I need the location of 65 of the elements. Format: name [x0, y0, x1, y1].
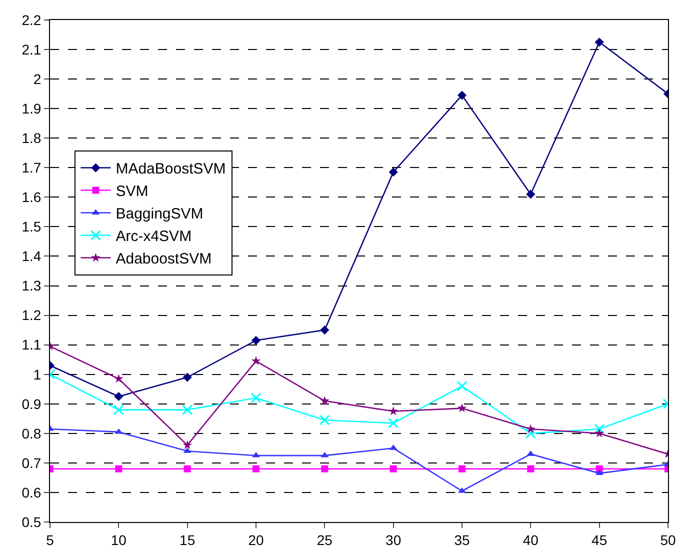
y-tick-label: 2.2	[22, 12, 42, 28]
point	[388, 406, 398, 416]
y-tick-label: 1.9	[22, 100, 42, 116]
point	[113, 404, 124, 416]
point	[390, 465, 397, 472]
point	[457, 403, 467, 412]
point	[114, 392, 124, 402]
point	[525, 428, 536, 439]
x-tick-label: 30	[386, 532, 402, 548]
y-tick-label: 0.7	[22, 454, 42, 471]
point	[182, 440, 192, 450]
y-tick-label: 0.6	[22, 484, 42, 500]
point	[456, 380, 468, 392]
point	[527, 465, 534, 472]
x-tick-label: 40	[522, 532, 539, 548]
x-tick-label: 10	[110, 532, 127, 548]
x-tick-label: 25	[316, 532, 333, 548]
point	[388, 418, 399, 428]
point	[458, 465, 466, 472]
point	[594, 38, 604, 47]
x-tick-label: 20	[248, 532, 264, 548]
legend-label: SVM	[116, 183, 148, 200]
y-tick-label: 1.1	[22, 336, 42, 353]
point	[115, 465, 122, 472]
x-tick-label: 15	[180, 532, 196, 548]
y-tick-label: 1.4	[22, 248, 42, 264]
y-tick-label: 2.1	[22, 41, 42, 58]
point	[114, 374, 124, 383]
point	[594, 424, 605, 434]
point	[252, 465, 260, 472]
y-tick-label: 2	[33, 70, 42, 87]
point	[182, 404, 193, 416]
point	[321, 465, 328, 472]
x-tick-label: 35	[454, 532, 470, 548]
point	[388, 168, 398, 177]
y-tick-label: 1.3	[22, 278, 42, 294]
point	[320, 396, 330, 405]
y-tick-label: 1	[33, 366, 42, 382]
legend-label: BaggingSVM	[116, 206, 204, 223]
point	[250, 392, 262, 404]
x-tick-label: 50	[660, 532, 676, 548]
y-tick-label: 1.7	[22, 160, 42, 176]
x-tick-label: 45	[592, 532, 608, 548]
y-tick-label: 0.9	[22, 396, 42, 412]
legend-label: MAdaBoostSVM	[116, 160, 226, 178]
point	[114, 428, 123, 434]
point	[595, 470, 604, 476]
point	[184, 465, 191, 472]
y-tick-label: 1.8	[22, 130, 42, 146]
y-tick-label: 1.2	[22, 307, 42, 324]
legend-label: Arc-x4SVM	[116, 228, 192, 246]
point	[594, 428, 604, 438]
point	[251, 336, 261, 345]
y-tick-label: 0.5	[22, 514, 42, 530]
point	[251, 356, 261, 366]
point	[457, 90, 467, 100]
point	[526, 190, 536, 199]
y-tick-label: 0.8	[22, 425, 42, 442]
point	[319, 414, 330, 426]
y-tick-label: 1.6	[22, 189, 42, 206]
point	[320, 326, 330, 335]
point	[182, 372, 192, 382]
y-tick-label: 1.5	[22, 218, 42, 235]
legend-label: AdaboostSVM	[116, 250, 212, 268]
x-tick-label: 5	[46, 532, 54, 548]
